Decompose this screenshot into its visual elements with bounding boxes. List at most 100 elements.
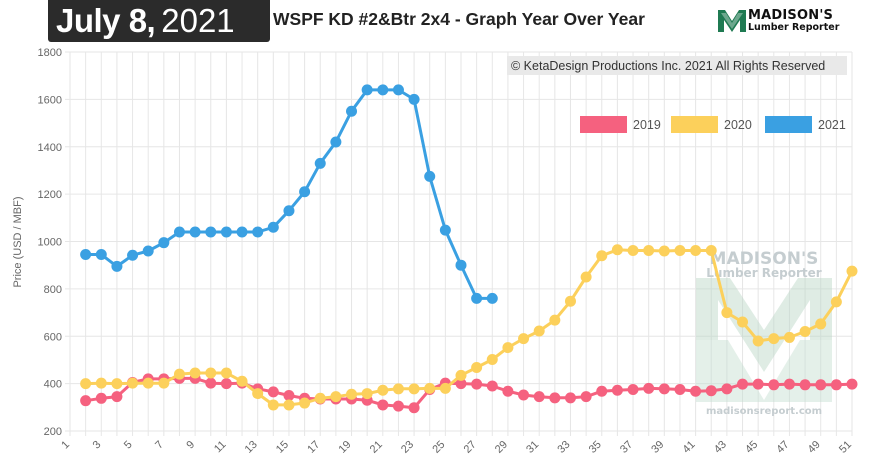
data-point-2019[interactable] [533, 391, 545, 403]
data-point-2019[interactable] [768, 379, 780, 391]
data-point-2021[interactable] [189, 226, 201, 238]
data-point-2019[interactable] [674, 384, 686, 396]
data-point-2020[interactable] [283, 399, 295, 411]
data-point-2019[interactable] [737, 378, 749, 390]
data-point-2020[interactable] [643, 245, 655, 257]
data-point-2019[interactable] [549, 392, 561, 404]
legend-label-2019[interactable]: 2019 [633, 118, 661, 132]
data-point-2020[interactable] [815, 318, 827, 330]
data-point-2020[interactable] [267, 399, 279, 411]
data-point-2019[interactable] [267, 386, 279, 398]
data-point-2021[interactable] [439, 224, 451, 236]
legend-swatch-2019[interactable] [580, 116, 627, 133]
data-point-2020[interactable] [783, 331, 795, 343]
data-point-2020[interactable] [471, 362, 483, 374]
legend-label-2020[interactable]: 2020 [724, 118, 752, 132]
data-point-2021[interactable] [267, 221, 279, 233]
data-point-2020[interactable] [173, 368, 185, 380]
legend-label-2021[interactable]: 2021 [818, 118, 846, 132]
data-point-2020[interactable] [768, 333, 780, 345]
data-point-2019[interactable] [783, 378, 795, 390]
data-point-2019[interactable] [596, 385, 608, 397]
data-point-2021[interactable] [455, 259, 467, 271]
data-point-2020[interactable] [549, 314, 561, 326]
data-point-2020[interactable] [127, 377, 139, 389]
data-point-2019[interactable] [283, 389, 295, 401]
data-point-2019[interactable] [80, 395, 92, 407]
data-point-2020[interactable] [799, 326, 811, 338]
data-point-2021[interactable] [471, 292, 483, 304]
data-point-2020[interactable] [95, 377, 107, 389]
data-point-2021[interactable] [314, 157, 326, 169]
data-point-2021[interactable] [330, 136, 342, 148]
data-point-2019[interactable] [205, 377, 217, 389]
data-point-2020[interactable] [299, 397, 311, 409]
data-point-2020[interactable] [189, 367, 201, 379]
data-point-2019[interactable] [846, 378, 858, 390]
data-point-2021[interactable] [127, 249, 139, 261]
data-point-2019[interactable] [377, 399, 389, 411]
data-point-2019[interactable] [752, 378, 764, 390]
data-point-2020[interactable] [111, 378, 123, 390]
data-point-2020[interactable] [674, 245, 686, 257]
data-point-2021[interactable] [80, 249, 92, 261]
data-point-2021[interactable] [346, 105, 358, 117]
legend-swatch-2021[interactable] [765, 116, 812, 133]
data-point-2021[interactable] [173, 226, 185, 238]
data-point-2021[interactable] [424, 170, 436, 182]
data-point-2020[interactable] [658, 245, 670, 257]
data-point-2020[interactable] [346, 388, 358, 400]
data-point-2021[interactable] [95, 249, 107, 261]
data-point-2020[interactable] [205, 367, 217, 379]
data-point-2020[interactable] [486, 353, 498, 365]
data-point-2019[interactable] [721, 383, 733, 395]
data-point-2020[interactable] [846, 265, 858, 277]
data-point-2019[interactable] [518, 389, 530, 401]
data-point-2020[interactable] [830, 296, 842, 308]
data-point-2019[interactable] [611, 384, 623, 396]
data-point-2019[interactable] [486, 380, 498, 392]
data-point-2020[interactable] [439, 382, 451, 394]
data-point-2019[interactable] [392, 400, 404, 412]
data-point-2021[interactable] [205, 226, 217, 238]
data-point-2020[interactable] [721, 307, 733, 319]
data-point-2020[interactable] [752, 335, 764, 347]
data-point-2019[interactable] [111, 391, 123, 403]
data-point-2020[interactable] [533, 325, 545, 337]
data-point-2021[interactable] [408, 93, 420, 105]
data-point-2020[interactable] [158, 377, 170, 389]
data-point-2019[interactable] [408, 402, 420, 414]
data-point-2021[interactable] [158, 237, 170, 249]
data-point-2020[interactable] [518, 333, 530, 345]
data-point-2021[interactable] [252, 226, 264, 238]
data-point-2020[interactable] [252, 388, 264, 400]
data-point-2019[interactable] [564, 392, 576, 404]
data-point-2020[interactable] [502, 342, 514, 354]
data-point-2020[interactable] [236, 375, 248, 387]
data-point-2019[interactable] [705, 385, 717, 397]
data-point-2020[interactable] [142, 377, 154, 389]
data-point-2020[interactable] [596, 250, 608, 262]
data-point-2021[interactable] [361, 84, 373, 96]
data-point-2021[interactable] [486, 292, 498, 304]
data-point-2019[interactable] [658, 383, 670, 395]
data-point-2019[interactable] [799, 379, 811, 391]
data-point-2019[interactable] [643, 382, 655, 394]
data-point-2019[interactable] [471, 378, 483, 390]
data-point-2021[interactable] [236, 226, 248, 238]
data-point-2021[interactable] [111, 260, 123, 272]
data-point-2019[interactable] [815, 379, 827, 391]
data-point-2020[interactable] [392, 383, 404, 395]
data-point-2021[interactable] [392, 84, 404, 96]
data-point-2020[interactable] [424, 382, 436, 394]
data-point-2019[interactable] [220, 378, 232, 390]
data-point-2020[interactable] [690, 245, 702, 257]
data-point-2020[interactable] [377, 384, 389, 396]
data-point-2019[interactable] [830, 379, 842, 391]
data-point-2021[interactable] [142, 245, 154, 257]
data-point-2020[interactable] [627, 245, 639, 257]
data-point-2019[interactable] [95, 392, 107, 404]
data-point-2020[interactable] [737, 316, 749, 328]
data-point-2020[interactable] [361, 388, 373, 400]
data-point-2020[interactable] [80, 378, 92, 390]
